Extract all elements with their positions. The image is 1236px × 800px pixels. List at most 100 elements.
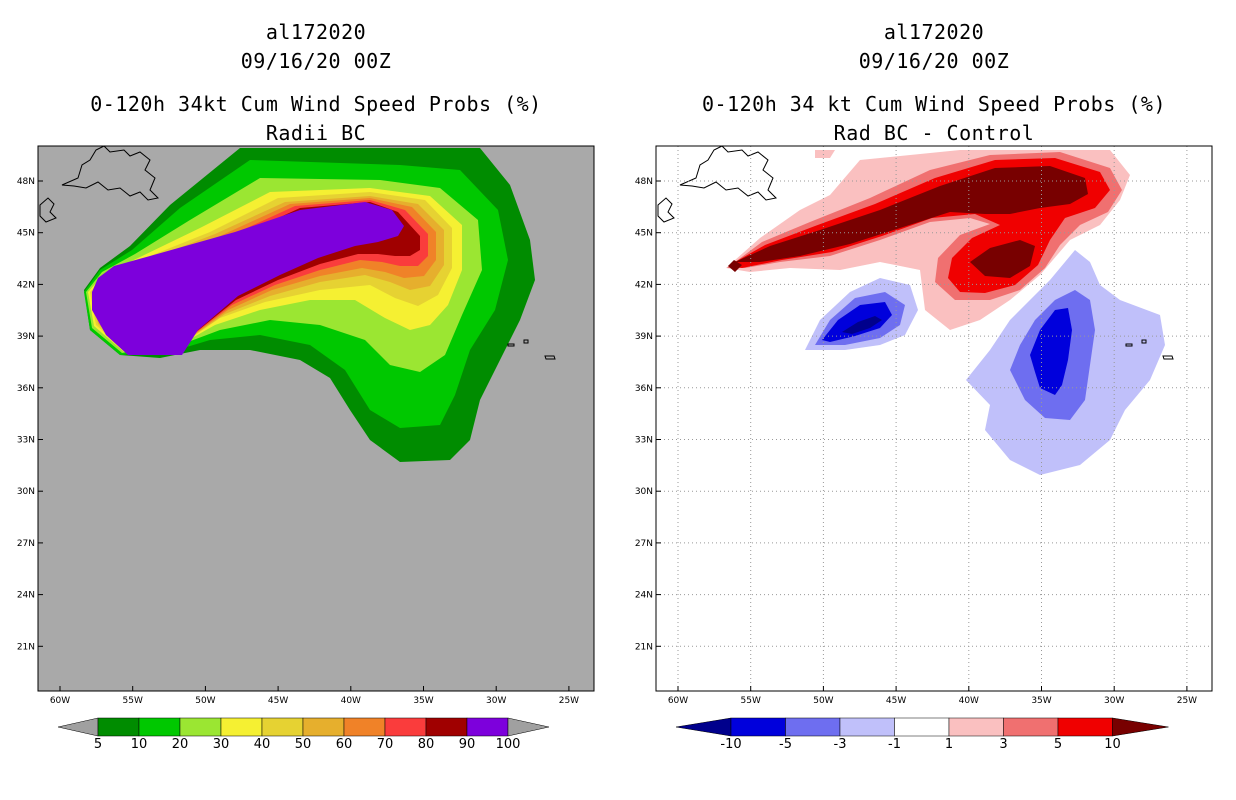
y-tick-label: 48N [17, 177, 35, 187]
y-tick-label: 21N [635, 642, 653, 652]
colorbar-label: -10 [720, 737, 741, 752]
x-tick-label: 30W [1104, 696, 1124, 706]
colorbar-label: 40 [254, 737, 271, 752]
left-coastlines [39, 145, 556, 360]
x-tick-label: 50W [813, 696, 833, 706]
right-subtitle: Rad BC - Control [833, 121, 1035, 145]
colorbar-label: 30 [213, 737, 230, 752]
contour-pos-10b [970, 240, 1035, 278]
colorbar-swatch [138, 717, 181, 737]
colorbar-swatch [179, 717, 222, 737]
colorbar-swatch [1003, 717, 1059, 737]
y-tick-label: 21N [17, 642, 35, 652]
right-map: 60W 55W 50W 45W 40W 35W 30W 25W 48N 45N 42N 39N 36N 3… [635, 145, 1213, 752]
contour-neg-10 [842, 316, 882, 334]
colorbar-swatch [97, 717, 140, 737]
left-subtitle: Radii BC [265, 121, 367, 145]
right-coastlines [657, 145, 1174, 360]
x-tick-label: 45W [886, 696, 906, 706]
x-tick-label: 45W [268, 696, 288, 706]
colorbar-label: 50 [295, 737, 312, 752]
left-colorbar: 5 10 20 30 40 50 60 70 80 90 100 [57, 717, 550, 752]
x-tick-label: 40W [341, 696, 361, 706]
colorbar-label: -5 [779, 737, 792, 752]
colorbar-label: 80 [418, 737, 435, 752]
left-datetime: 09/16/20 00Z [240, 49, 392, 73]
colorbar-swatch [384, 717, 427, 737]
colorbar-right-end [1112, 717, 1169, 737]
y-tick-label: 33N [635, 436, 653, 446]
y-tick-label: 45N [635, 229, 653, 239]
right-difference-contours [726, 150, 1165, 475]
x-tick-label: 35W [413, 696, 433, 706]
colorbar-label: 5 [1054, 737, 1062, 752]
colorbar-left-end [57, 717, 99, 737]
y-tick-label: 33N [17, 436, 35, 446]
y-tick-label: 24N [635, 591, 653, 601]
contour-neg-5 [1030, 308, 1072, 395]
right-title: 0-120h 34 kt Cum Wind Speed Probs (%) [701, 92, 1167, 116]
y-tick-label: 36N [635, 384, 653, 394]
x-tick-label: 60W [50, 696, 70, 706]
x-tick-label: 40W [959, 696, 979, 706]
right-datetime: 09/16/20 00Z [858, 49, 1010, 73]
y-tick-label: 42N [635, 280, 653, 290]
contour-pos-10c [728, 260, 742, 272]
x-tick-label: 60W [668, 696, 688, 706]
colorbar-label: 70 [377, 737, 394, 752]
left-storm-id: al172020 [265, 20, 367, 44]
y-tick-label: 30N [635, 487, 653, 497]
x-tick-label: 50W [195, 696, 215, 706]
y-tick-label: 27N [635, 539, 653, 549]
y-tick-label: 39N [17, 332, 35, 342]
colorbar-label: 90 [459, 737, 476, 752]
right-subtitle-block: 0-120h 34 kt Cum Wind Speed Probs (%) Ra… [656, 90, 1212, 148]
y-tick-label: 48N [635, 177, 653, 187]
right-axes: 60W 55W 50W 45W 40W 35W 30W 25W 48N 45N 42N 39N 36N 3… [635, 146, 1212, 706]
right-storm-id: al172020 [883, 20, 985, 44]
colorbar-label: 10 [1104, 737, 1121, 752]
colorbar-swatch [425, 717, 468, 737]
right-title-block: al172020 09/16/20 00Z [656, 18, 1212, 76]
colorbar-swatch [343, 717, 386, 737]
colorbar-left-end [675, 717, 732, 737]
y-tick-label: 24N [17, 591, 35, 601]
colorbar-swatch [466, 717, 509, 737]
left-map: 60W 55W 50W 45W 40W 35W 30W 25W 48N 45N 42N 39N 36N 3… [17, 145, 595, 752]
colorbar-swatch [785, 717, 841, 737]
left-title-block: al172020 09/16/20 00Z [38, 18, 594, 76]
left-axes: 60W 55W 50W 45W 40W 35W 30W 25W 48N 45N 42N 39N 36N 3… [17, 177, 579, 706]
left-title: 0-120h 34kt Cum Wind Speed Probs (%) [90, 92, 542, 116]
colorbar-swatch [730, 717, 786, 737]
colorbar-swatch [894, 717, 950, 737]
y-tick-label: 45N [17, 229, 35, 239]
y-tick-label: 36N [17, 384, 35, 394]
left-probability-contours [84, 148, 535, 462]
colorbar-label: 1 [945, 737, 953, 752]
colorbar-label: -3 [834, 737, 847, 752]
colorbar-label: 3 [999, 737, 1007, 752]
x-tick-label: 55W [123, 696, 143, 706]
colorbar-swatch [302, 717, 345, 737]
y-tick-label: 27N [17, 539, 35, 549]
y-tick-label: 42N [17, 280, 35, 290]
colorbar-label: 10 [131, 737, 148, 752]
colorbar-swatch [948, 717, 1004, 737]
colorbar-label: 5 [94, 737, 102, 752]
x-tick-label: 30W [486, 696, 506, 706]
colorbar-label: -1 [888, 737, 901, 752]
colorbar-label: 100 [496, 737, 521, 752]
x-tick-label: 35W [1031, 696, 1051, 706]
colorbar-label: 60 [336, 737, 353, 752]
colorbar-swatch [261, 717, 304, 737]
colorbar-swatch [839, 717, 895, 737]
colorbar-label: 20 [172, 737, 189, 752]
colorbar-swatch [220, 717, 263, 737]
x-tick-label: 25W [1177, 696, 1197, 706]
contour-pos-1b [815, 150, 835, 158]
left-subtitle-block: 0-120h 34kt Cum Wind Speed Probs (%) Rad… [38, 90, 594, 148]
right-colorbar: -10 -5 -3 -1 1 3 5 10 [675, 717, 1169, 752]
x-tick-label: 25W [559, 696, 579, 706]
y-tick-label: 39N [635, 332, 653, 342]
y-tick-label: 30N [17, 487, 35, 497]
